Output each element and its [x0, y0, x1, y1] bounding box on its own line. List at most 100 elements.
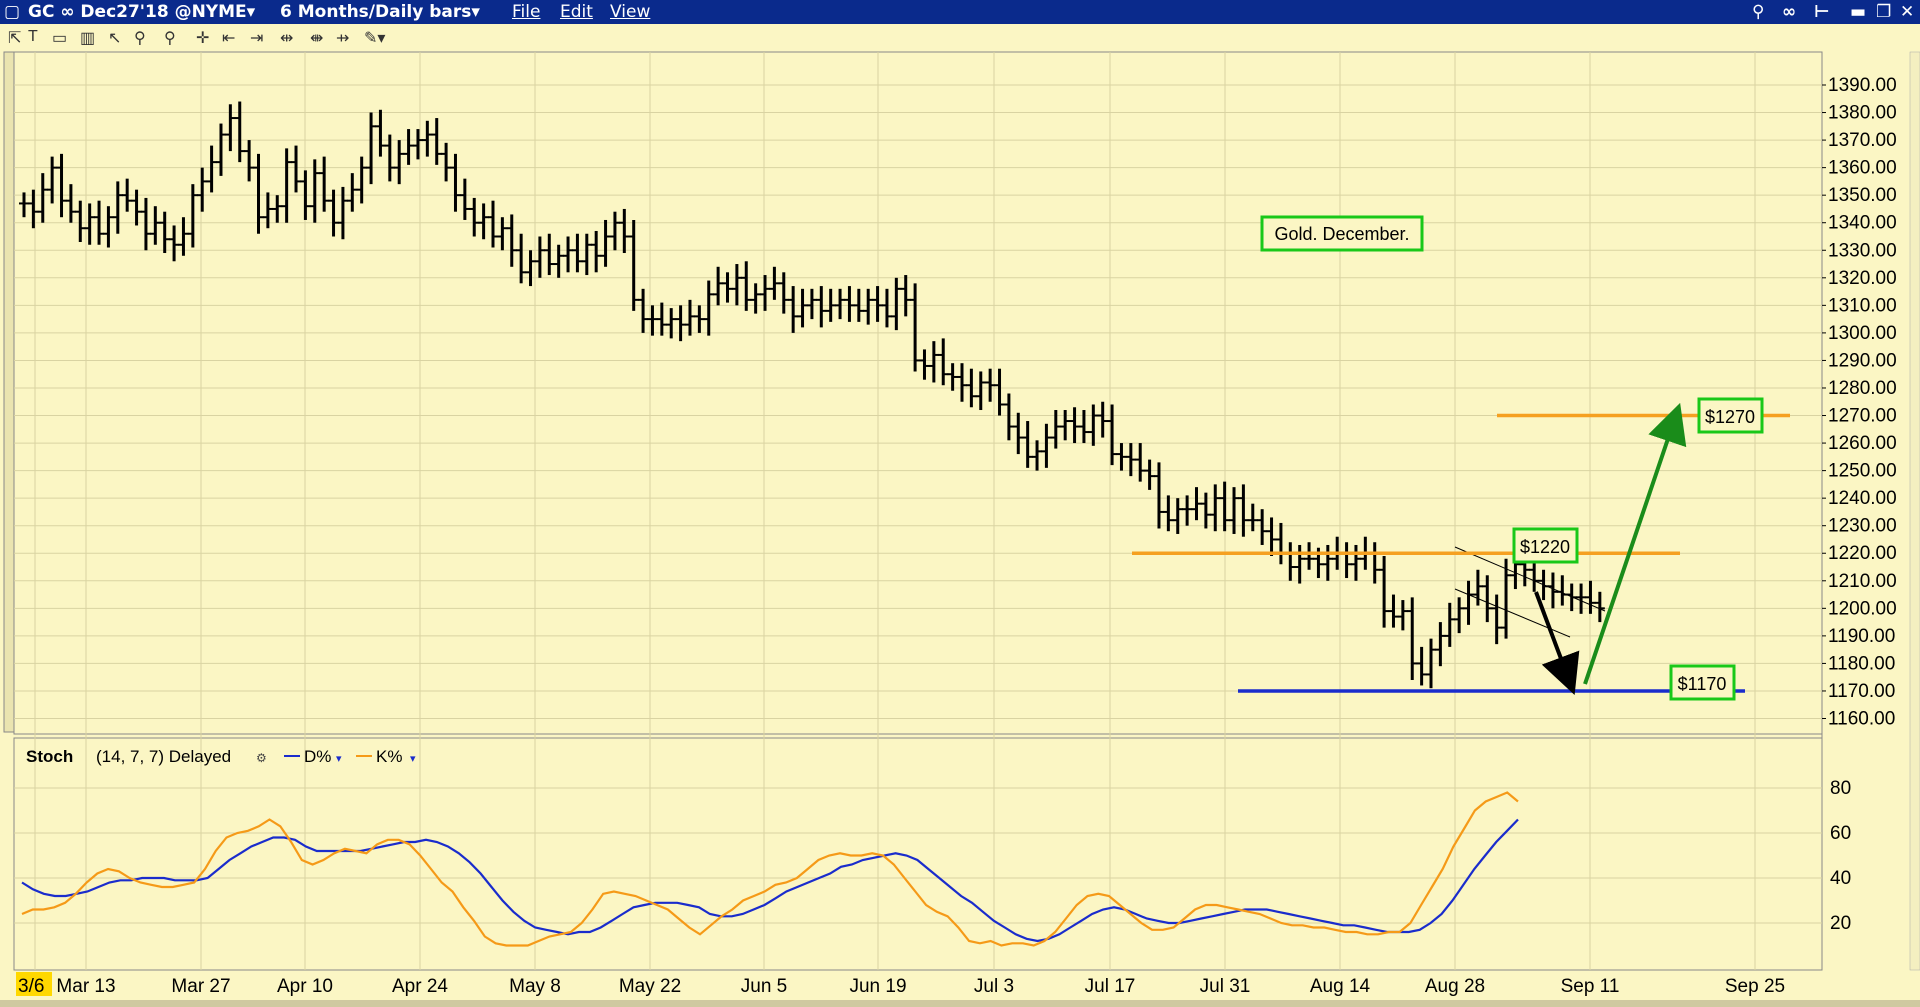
period-dropdown[interactable]: 6 Months/Daily bars▾ [280, 2, 480, 22]
ohlc-bar [103, 206, 114, 248]
ohlc-bar [1454, 597, 1465, 634]
price-tick-label: 1340.00 [1828, 213, 1897, 234]
price-tick-label: 1170.00 [1828, 681, 1895, 702]
d-line [21, 818, 1519, 943]
price-tick-label: 1210.00 [1828, 571, 1897, 592]
ohlc-bar [1032, 440, 1043, 471]
ohlc-bar [1585, 580, 1596, 614]
pin-icon[interactable]: ⊢ [1814, 2, 1830, 22]
menu-view[interactable]: View [610, 2, 651, 22]
cursor-icon[interactable]: ⇱ [8, 30, 22, 47]
horizontal-scrollbar[interactable] [0, 1000, 1920, 1007]
stoch-params: (14, 7, 7) Delayed [96, 747, 231, 766]
down-arrow [1534, 591, 1580, 695]
price-tick-label: 1280.00 [1828, 378, 1897, 399]
ohlc-bar [1088, 404, 1099, 446]
ohlc-bar [591, 230, 602, 273]
link-icon[interactable]: ⚲ [1752, 2, 1765, 22]
stoch-settings-icon[interactable]: ⚙ [256, 751, 267, 765]
price-tick-label: 1250.00 [1828, 461, 1897, 482]
menu-file[interactable]: File [512, 2, 541, 22]
ohlc-bar [1426, 638, 1436, 689]
ohlc-bar [281, 148, 292, 223]
note-icon[interactable]: ▭ [52, 30, 68, 47]
ohlc-bar [291, 145, 302, 193]
ohlc-bar [197, 167, 208, 212]
ohlc-bar [506, 214, 517, 267]
left-scroll-strip[interactable] [3, 51, 15, 733]
ohlc-bar [441, 142, 452, 182]
ohlc-bar [1594, 591, 1605, 623]
date-axis-labels: 3/6 Mar 13 Mar 27 Apr 10 Apr 24 May 8 May 22 Ju… [16, 972, 1785, 997]
date-tick-label: Sep 11 [1561, 976, 1620, 997]
date-tick-label: Jun 5 [741, 976, 787, 997]
ohlc-bar [1163, 495, 1174, 532]
ohlc-bar [1379, 556, 1390, 628]
ohlc-bar [84, 203, 95, 245]
ohlc-bar [572, 233, 583, 273]
scroll-end-icon[interactable]: ⇸ [336, 30, 350, 47]
ohlc-bar [928, 341, 939, 383]
restore-icon[interactable]: ❐ [1876, 2, 1892, 22]
ohlc-bar [731, 264, 742, 306]
ohlc-bar [1304, 542, 1315, 570]
date-tick-label: Jun 19 [849, 976, 906, 997]
price-tick-label: 1290.00 [1828, 350, 1897, 371]
ohlc-bar [919, 349, 930, 380]
ohlc-bar [1219, 481, 1230, 532]
ohlc-bar [516, 233, 527, 284]
trend-icon[interactable]: ↖ [108, 30, 122, 47]
ohlc-bar [1097, 401, 1108, 438]
ohlc-bar [122, 178, 133, 212]
start-date-highlight [16, 972, 52, 996]
ohlc-bar [394, 140, 405, 185]
ohlc-bar [112, 181, 123, 234]
stoch-axis-labels: 80 60 40 20 [1830, 778, 1851, 934]
scroll-bars-icon[interactable]: ⇥ [250, 30, 264, 47]
date-tick-label: Aug 14 [1310, 976, 1371, 997]
ohlc-bar [966, 368, 977, 408]
minimize-icon[interactable]: ▬ [1850, 2, 1867, 22]
ohlc-bar [244, 140, 255, 182]
ohlc-bar [1200, 492, 1211, 529]
ohlc-bar [300, 170, 311, 220]
ohlc-bar [760, 275, 771, 311]
stoch-grid [14, 787, 1822, 924]
ohlc-bar [459, 178, 470, 220]
ohlc-bar [609, 211, 620, 251]
ohlc-bar [28, 189, 39, 229]
ohlc-bar [1210, 484, 1221, 532]
ohlc-bar [675, 305, 686, 342]
date-tick-label: Aug 28 [1425, 976, 1485, 997]
crosshair-icon[interactable]: ✛ [196, 30, 210, 47]
date-tick-label: 3/6 [18, 976, 44, 997]
chain-icon[interactable]: ∞ [1782, 2, 1797, 22]
magnify-minus-icon[interactable]: ⚲ [164, 30, 176, 47]
ohlc-bar [600, 219, 611, 267]
up-arrow [1583, 402, 1687, 685]
price-tick-label: 1300.00 [1828, 323, 1897, 344]
text-icon[interactable]: T [28, 28, 38, 45]
ohlc-bar [488, 200, 498, 248]
scroll-left-icon[interactable]: ⇤ [222, 30, 236, 47]
symbol-dropdown[interactable]: GC ∞ Dec27'18 @NYME▾ [28, 2, 256, 22]
close-icon[interactable]: ✕ [1900, 2, 1915, 22]
d-dropdown-icon[interactable]: ▾ [336, 753, 342, 765]
vertical-scrollbar[interactable] [1909, 51, 1920, 971]
zoom-out-icon[interactable]: ⇹ [280, 30, 294, 47]
ohlc-bar [356, 156, 367, 204]
ohlc-bar [525, 250, 536, 287]
ohlc-bar [65, 184, 76, 223]
magnify-icon[interactable]: ⚲ [134, 30, 146, 47]
date-tick-label: May 8 [509, 976, 561, 997]
tools-icon[interactable]: ✎▾ [364, 30, 386, 47]
date-tick-label: Sep 25 [1725, 976, 1785, 997]
date-tick-label: Mar 27 [171, 976, 230, 997]
ohlc-bar [150, 206, 161, 245]
bars-icon[interactable]: ▥ [80, 30, 96, 47]
ohlc-bar [328, 189, 339, 237]
k-dropdown-icon[interactable]: ▾ [410, 753, 416, 765]
zoom-in-icon[interactable]: ⇼ [310, 30, 324, 47]
menu-edit[interactable]: Edit [560, 2, 593, 22]
ohlc-bar [1275, 522, 1286, 565]
